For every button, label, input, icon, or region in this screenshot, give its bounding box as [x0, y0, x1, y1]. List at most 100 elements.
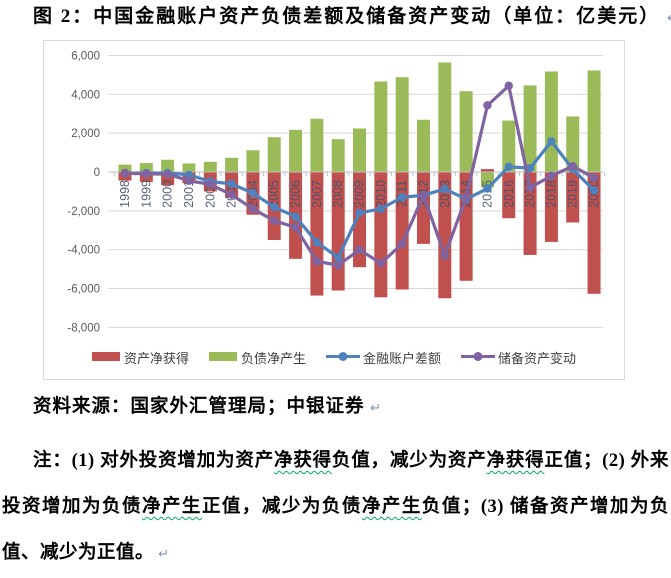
x-tick-label: 2005 — [267, 180, 281, 208]
x-tick-label: 2010 — [374, 180, 388, 208]
data-point-marker — [547, 137, 556, 146]
note-segment-wavy: 净产生 — [361, 497, 422, 517]
x-tick-label: 2018 — [544, 180, 558, 208]
data-point-marker — [355, 245, 364, 254]
bar — [438, 62, 452, 172]
legend-marker — [473, 352, 483, 361]
data-point-marker — [483, 101, 492, 110]
bar — [566, 172, 580, 223]
x-tick-label: 2007 — [310, 180, 324, 208]
data-point-marker — [184, 170, 194, 180]
legend-swatch — [209, 352, 237, 361]
bar — [353, 172, 367, 268]
paragraph-mark-icon: ↵ — [370, 401, 382, 416]
bar-series-2 — [118, 62, 601, 188]
data-point-marker — [312, 238, 322, 247]
bar — [331, 139, 345, 172]
x-tick-label: 1999 — [139, 180, 153, 208]
bar — [587, 172, 601, 294]
data-point-marker — [483, 184, 492, 193]
data-point-marker — [334, 253, 343, 262]
bar — [502, 120, 516, 172]
bar — [523, 85, 537, 172]
y-tick-label: 2,000 — [71, 128, 100, 140]
bar — [353, 128, 367, 172]
bar — [459, 91, 473, 172]
bar — [395, 172, 409, 290]
data-point-marker — [270, 202, 279, 212]
note-segment-wavy: 净获得 — [274, 451, 332, 471]
bar — [310, 172, 324, 296]
legend-item: 资产净获得 — [92, 351, 189, 366]
note-segment: 负值；(3) 储备资产增加为负值、减少为正值。 — [2, 497, 669, 563]
y-tick-label: 0 — [94, 167, 100, 179]
chart-frame: 1998199920002001200220032004200520062007… — [43, 40, 625, 380]
note-segment-wavy: 净产生 — [141, 497, 202, 517]
bar — [523, 172, 537, 255]
paragraph-mark-icon: ↵ — [667, 11, 671, 26]
bar — [395, 77, 409, 172]
data-point-marker — [206, 180, 215, 189]
line-series-2 — [120, 81, 599, 270]
data-point-marker — [184, 176, 194, 185]
bar — [416, 119, 430, 172]
bar — [416, 172, 430, 244]
x-tick-label: 1998 — [118, 180, 132, 208]
data-point-marker — [355, 208, 364, 217]
figure-title-text: 图 2：中国金融账户资产负债差额及储备资产变动（单位：亿美元） — [33, 6, 661, 27]
x-tick-label: 2001 — [182, 180, 196, 208]
data-point-marker — [589, 173, 599, 183]
bar — [438, 172, 452, 299]
data-point-marker — [248, 204, 258, 214]
data-point-marker — [163, 169, 172, 179]
figure-title: 图 2：中国金融账户资产负债差额及储备资产变动（单位：亿美元） ↵ — [33, 1, 671, 28]
legend-label: 负债净产生 — [241, 351, 306, 366]
data-point-marker — [376, 204, 386, 214]
legend-item: 储备资产变动 — [461, 351, 576, 366]
data-point-marker — [227, 179, 236, 189]
source-line: 资料来源：国家外汇管理局；中银证券 ↵ — [33, 392, 381, 418]
data-point-marker — [120, 168, 130, 178]
data-point-marker — [504, 162, 513, 171]
bar — [566, 116, 580, 172]
bar — [331, 172, 345, 291]
note-segment: 正值，减少为负债 — [201, 497, 362, 517]
y-tick-label: -4,000 — [67, 245, 100, 257]
data-point-marker — [397, 239, 407, 249]
note-segment: 注：(1) 对外投资增加为资产 — [33, 451, 275, 471]
note-segment-wavy: 净获得 — [486, 451, 545, 471]
data-point-marker — [440, 251, 449, 260]
bar — [182, 163, 196, 172]
legend-label: 金融账户差额 — [363, 351, 441, 366]
legend-item: 金融账户差额 — [326, 351, 441, 366]
data-point-marker — [248, 188, 258, 198]
data-point-marker — [440, 184, 449, 194]
data-point-marker — [142, 169, 151, 179]
data-point-marker — [312, 257, 322, 266]
data-point-marker — [525, 183, 535, 192]
data-point-marker — [334, 261, 343, 270]
y-tick-label: -8,000 — [67, 322, 100, 334]
data-point-marker — [376, 259, 386, 268]
note-segment: 正值；(2) 外来投资增加为负债 — [2, 451, 669, 517]
legend-item: 负债净产生 — [209, 351, 306, 366]
x-tick-label: 2006 — [289, 180, 303, 208]
y-axis-labels: 6,000 4,000 2,000 0 -2,000 -4,000 -6,000 -8,000 — [67, 50, 100, 334]
y-tick-label: -6,000 — [67, 284, 100, 296]
data-point-marker — [589, 186, 599, 195]
x-tick-label: 2000 — [161, 180, 175, 208]
bar — [502, 172, 516, 219]
source-line-text: 资料来源：国家外汇管理局；中银证券 — [33, 397, 365, 417]
note-text: 注：(1) 对外投资增加为资产净获得负值，减少为资产净获得正值；(2) 外来投资… — [2, 438, 669, 578]
bar — [289, 129, 303, 172]
data-point-marker — [419, 191, 428, 200]
paragraph-mark-icon: ↵ — [154, 547, 170, 562]
bar — [246, 150, 260, 172]
bar — [374, 172, 388, 298]
bar — [374, 81, 388, 172]
x-tick-label: 2008 — [331, 180, 345, 208]
bar — [118, 164, 132, 172]
x-tick-label: 2013 — [438, 180, 452, 208]
legend-swatch — [92, 352, 120, 361]
